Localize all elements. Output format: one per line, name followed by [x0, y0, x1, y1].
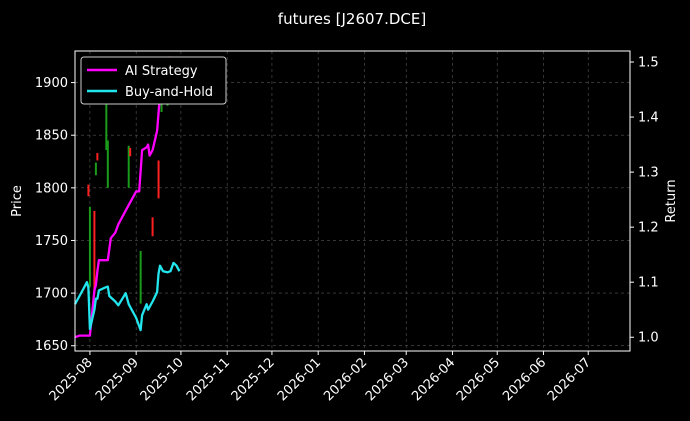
y-left-tick-label: 1900 [35, 76, 68, 91]
y-left-tick-label: 1800 [35, 181, 68, 196]
y-right-tick-label: 1.2 [638, 221, 659, 236]
y-right-tick-label: 1.3 [638, 166, 659, 181]
legend-box [80, 56, 227, 105]
y-right-tick-label: 1.1 [638, 276, 659, 291]
y-axis-left-label: Price [10, 185, 25, 217]
series-lines [73, 56, 181, 339]
series-line-ai-strategy [74, 56, 172, 339]
y-right-tick-label: 1.5 [638, 56, 659, 71]
y-left-tick-label: 1850 [35, 129, 68, 144]
y-axis-right-label: Return [664, 179, 679, 222]
chart-title: futures [J2607.DCE] [278, 10, 426, 28]
y-left-tick-label: 1750 [35, 234, 68, 249]
grid [75, 51, 630, 351]
legend: AI Strategy Buy-and-Hold [80, 56, 227, 105]
legend-label-ai-strategy: AI Strategy [125, 64, 198, 79]
y-left-tick-label: 1650 [35, 339, 68, 354]
legend-label-buy-and-hold: Buy-and-Hold [125, 85, 213, 100]
y-left-tick-label: 1700 [35, 287, 68, 302]
series-line-buy-and-hold [73, 261, 181, 332]
y-right-tick-label: 1.4 [638, 111, 659, 126]
plot-frame [74, 50, 631, 352]
y-right-tick-label: 1.0 [638, 331, 659, 346]
